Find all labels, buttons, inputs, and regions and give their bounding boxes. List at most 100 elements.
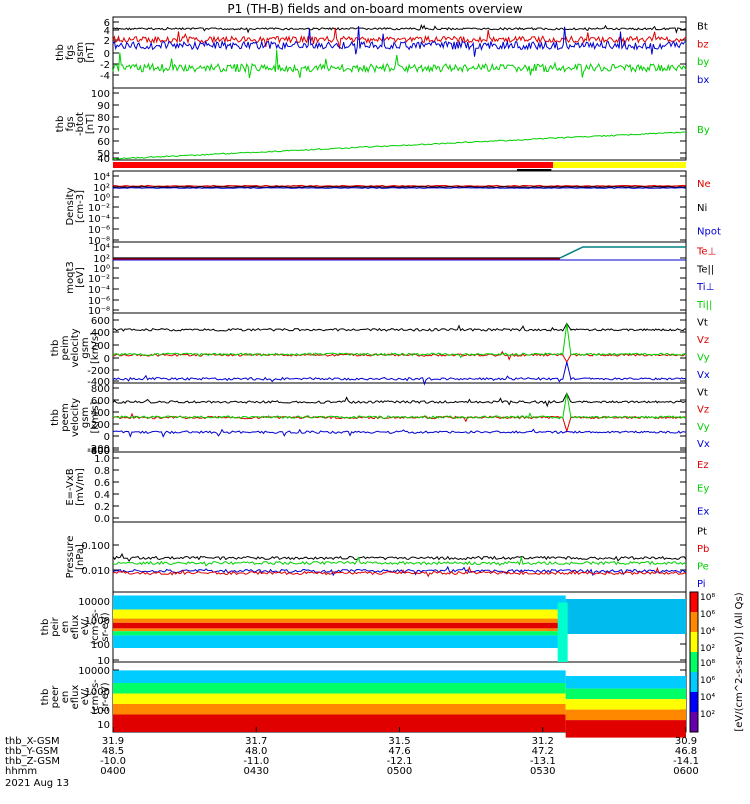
panel-frame [112,312,687,384]
panel-ylabel: sr-eV) [100,612,111,641]
electron-band [113,693,566,704]
legend-entry: Te|| [696,264,714,275]
ytick-label: 10000 [78,666,110,677]
panel-ylabel: thb [40,689,51,706]
ion-band [113,635,566,648]
electron-band [113,714,566,732]
legend-entry: Pt [697,527,707,538]
panel-ylabel: thb [40,619,51,636]
legend-entry: Pb [697,544,709,555]
ytick-label: 100 [91,89,110,100]
xrow-value: 46.8 [675,746,697,757]
mode-bar-marker [516,169,552,171]
colorbar-step [690,592,698,613]
legend-entry: Vt [697,318,708,329]
ytick-label: -400 [87,446,110,457]
ytick-label: 10⁴ [93,243,110,254]
series-Vt-peem [112,392,687,408]
legend-entry: Pe [697,562,709,573]
legend-entry: Ey [697,483,709,494]
ion-band [113,618,566,623]
ytick-label: -400 [87,377,110,388]
ytick-label: 10⁻² [88,274,110,285]
ytick-label: 600 [91,316,110,327]
panel-ylabel: Density [65,187,76,225]
spectrogram-ion [113,595,686,662]
ytick-label: 0.100 [81,541,110,552]
panel-ylabel: E=-VxB [65,468,76,505]
panel-ylabel: eV/ [80,618,91,635]
ytick-label: 10000 [78,597,110,608]
ytick-label: 50 [97,149,110,160]
panel-ylabel: peir [50,616,61,636]
ytick-label: 1.0 [94,454,110,465]
series-Bt [112,23,687,35]
ytick-label: 0.8 [94,466,110,477]
xrow-value: -11.0 [243,756,269,767]
ytick-label: 10⁰ [93,193,110,204]
series-Ne [112,184,687,188]
ytick-label: 10² [93,183,110,194]
legend-entry: Ti|| [696,300,712,311]
xrow-value: 30.9 [675,736,697,747]
panel-fgs: thb fgs gsm [nT] 642 0-2-4 Bt bz by bx [55,16,709,89]
ytick-label: -200 [87,444,110,455]
ytick-label: 4 [104,26,110,37]
electron-band [113,683,566,694]
series-bz [112,27,687,49]
mode-bar-red [113,162,554,168]
panel-ylabel: peer [50,685,61,709]
series-Ni [112,186,687,188]
panel-ylabel: (cm²-s- [90,679,101,715]
panel-ylabel: (cm²-s- [90,609,101,645]
series-Vx-peem [112,428,686,438]
ion-band [113,631,566,636]
series-pressure-Pi [112,565,687,577]
ytick-label: 40 [97,154,110,165]
xrow-value: 0500 [387,766,412,777]
series-Vz-peim [112,350,687,364]
legend-entry: Npot [697,227,721,238]
ytick-label: 10⁰ [93,264,110,275]
panel-frame [112,87,687,161]
ytick-label: 70 [97,125,110,136]
panel-ylabel: Pressure [65,536,76,579]
panel-pressure: Pressure [nPa]0.100 0.010 Pt Pb Pe Pi [65,521,709,593]
ytick-label: 10⁻⁸ [88,306,110,317]
xrow-label: thb_Z-GSM [5,756,60,767]
legend-entry: Ne [697,179,711,190]
colorbar-tick-electron: 10⁴ [700,693,715,703]
electron-band [113,670,566,683]
ytick-label: 10⁻⁶ [88,296,110,307]
panel-ylabel: [km/s] [90,401,101,433]
ytick-label: 10 [97,720,110,731]
xrow-label: thb_Y-GSM [5,746,58,757]
ytick-label: 0.010 [81,566,110,577]
panel-ylabel: en [60,691,71,704]
panel-frame [112,170,687,243]
panel-ylabel: velocity [70,398,81,437]
xrow-value: 48.0 [245,746,267,757]
panel-ylabel: [nT] [85,114,96,134]
xrow-value: 48.5 [102,746,124,757]
panel-frame [112,241,687,314]
series-Vz-peem [112,412,687,434]
electron-band-after [565,720,686,738]
xrow-value: 31.7 [245,736,267,747]
series-Vx-peim [112,361,687,386]
colorbar-tick-ion: 10⁴ [700,627,715,637]
colorbar-frame [689,591,699,733]
legend-entry: Bt [697,22,708,33]
chart-title: P1 (TH-B) fields and on-board moments ov… [227,2,523,16]
xrow-value: 0530 [530,766,555,777]
series-By [112,131,687,160]
ytick-label: 90 [97,101,110,112]
colorbar-tick-ion: 10⁶ [700,610,715,620]
series-by [112,49,687,79]
ion-burst [557,602,568,662]
series-pressure-Pb [112,565,687,578]
electron-band-after [565,699,686,710]
ytick-label: 600 [91,396,110,407]
